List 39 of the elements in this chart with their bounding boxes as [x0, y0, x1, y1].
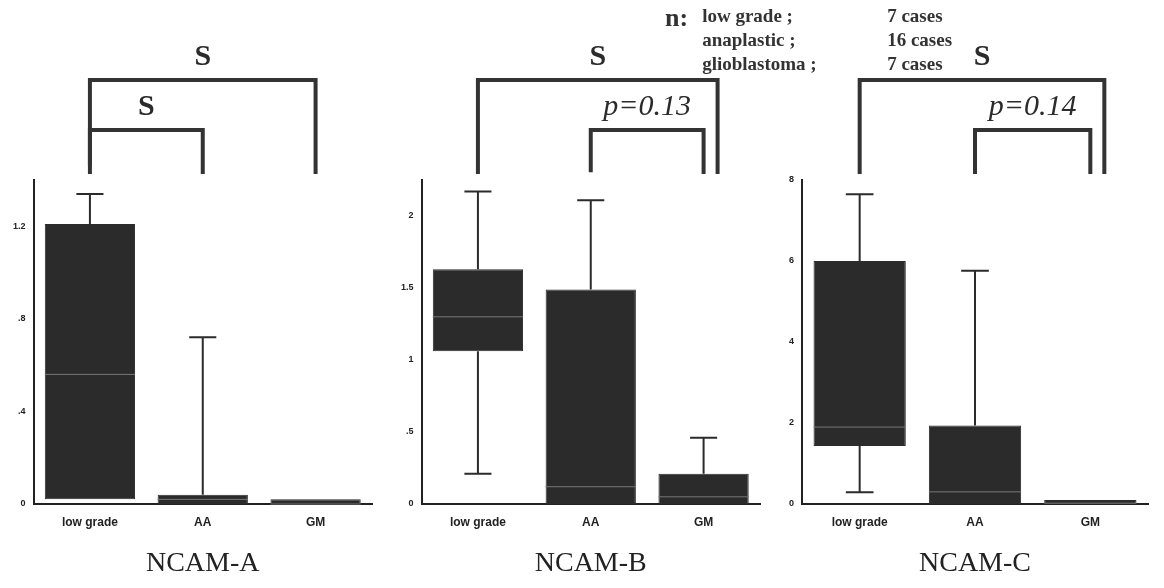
x-tick-label: low grade [449, 514, 507, 529]
x-tick-label: GM [693, 514, 714, 529]
y-tick-label: 2 [788, 417, 795, 428]
x-tick-label: AA [966, 514, 984, 529]
text: anaplastic ; [702, 28, 797, 52]
text: S [973, 38, 991, 72]
y-tick-label: 1.2 [13, 220, 26, 231]
x-tick-label: AA [194, 514, 212, 529]
y-tick-label: 1.5 [401, 282, 414, 293]
text: 7 cases [887, 4, 944, 28]
y-tick-label: 0 [20, 498, 26, 509]
text: p=0.14 [988, 88, 1077, 122]
y-tick-label: .5 [406, 426, 414, 437]
text: 16 cases [887, 28, 953, 52]
text: 7 cases [887, 52, 944, 76]
x-axis-title: NCAM-A [145, 545, 261, 577]
y-tick-label: 4 [788, 336, 795, 347]
text: low grade ; [702, 4, 794, 28]
y-tick-label: 2 [408, 210, 414, 221]
y-tick-label: 0 [408, 498, 414, 509]
x-axis-title: NCAM-C [918, 545, 1032, 577]
y-tick-label: .4 [18, 405, 26, 416]
y-tick-label: 1 [408, 354, 414, 365]
y-tick-label: 6 [788, 255, 795, 266]
text: glioblastoma ; [702, 52, 818, 76]
x-tick-label: GM [1080, 514, 1101, 529]
text: S [137, 88, 155, 122]
text: S [194, 38, 212, 72]
x-tick-label: low grade [61, 514, 119, 529]
text: S [589, 38, 607, 72]
y-tick-label: 8 [788, 174, 795, 185]
y-tick-label: .8 [18, 313, 26, 324]
x-tick-label: AA [582, 514, 600, 529]
x-axis-title: NCAM-B [534, 545, 647, 577]
y-tick-label: 0 [788, 498, 795, 509]
x-tick-label: GM [305, 514, 326, 529]
x-tick-label: low grade [831, 514, 888, 529]
text: p=0.13 [603, 88, 692, 122]
text: n: [665, 3, 689, 34]
